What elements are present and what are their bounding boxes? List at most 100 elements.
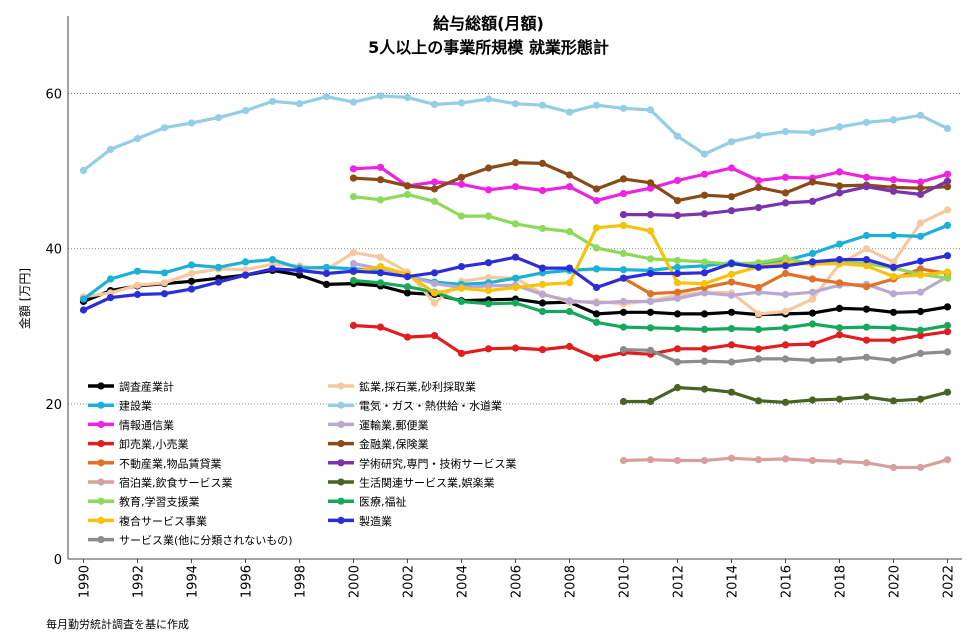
data-point — [592, 318, 601, 326]
data-point — [754, 355, 763, 363]
data-point — [781, 262, 790, 270]
data-point — [376, 253, 385, 261]
data-point — [700, 170, 709, 178]
data-point — [646, 297, 655, 306]
legend-marker — [97, 440, 105, 448]
data-point — [322, 93, 331, 101]
data-point — [619, 297, 628, 306]
data-point — [943, 321, 952, 330]
data-point — [511, 159, 520, 167]
data-point — [835, 123, 844, 131]
data-point — [889, 116, 898, 124]
data-point — [511, 283, 520, 292]
legend-label: 情報通信業 — [119, 419, 174, 432]
data-point — [268, 97, 277, 105]
data-point — [916, 219, 925, 227]
data-point — [754, 204, 763, 212]
data-point — [808, 275, 817, 283]
data-point — [754, 176, 763, 185]
data-point — [943, 348, 952, 356]
data-point — [700, 210, 709, 218]
data-point — [781, 173, 790, 181]
data-point — [511, 274, 520, 282]
data-point — [511, 183, 520, 191]
data-point — [619, 190, 628, 198]
data-point — [754, 456, 763, 464]
legend-marker — [97, 478, 105, 486]
data-point — [619, 221, 628, 229]
data-point — [943, 183, 952, 191]
data-point — [781, 355, 790, 363]
data-point — [862, 393, 871, 401]
data-point — [484, 273, 493, 281]
legend-label: 生活関連サービス業,娯楽業 — [359, 476, 495, 490]
data-point — [673, 132, 682, 140]
data-point — [619, 346, 628, 354]
x-tick-label: 1996 — [240, 565, 255, 598]
data-point — [673, 211, 682, 219]
data-point — [727, 138, 736, 146]
data-point — [700, 269, 709, 277]
data-point — [484, 95, 493, 103]
legend-label: 鉱業,採石業,砂利採取業 — [359, 380, 476, 394]
data-point — [457, 263, 466, 271]
legend-label: 運輸業,郵便業 — [359, 418, 429, 432]
data-point — [538, 224, 547, 233]
data-point — [889, 290, 898, 298]
data-point — [349, 174, 358, 182]
data-point — [889, 187, 898, 195]
data-point — [889, 324, 898, 332]
x-tick-label: 2006 — [510, 565, 525, 598]
data-point — [403, 283, 412, 291]
data-point — [376, 92, 385, 100]
data-point — [781, 189, 790, 197]
data-point — [943, 124, 952, 133]
legend-marker — [97, 497, 105, 505]
source-note: 毎月勤労統計調査を基に作成 — [46, 618, 189, 631]
data-point — [808, 128, 817, 136]
data-point — [808, 288, 817, 296]
data-point — [781, 341, 790, 349]
data-point — [457, 284, 466, 292]
data-point — [565, 228, 574, 236]
x-tick-label: 2018 — [834, 565, 849, 598]
data-point — [592, 310, 601, 318]
data-point — [781, 269, 790, 278]
data-point — [835, 256, 844, 264]
legend-label: 卸売業,小売業 — [119, 437, 189, 451]
data-point — [808, 309, 817, 317]
data-point — [565, 297, 574, 305]
data-point — [916, 463, 925, 472]
data-point — [511, 344, 520, 352]
data-point — [889, 336, 898, 344]
data-point — [565, 279, 574, 287]
data-point — [862, 353, 871, 361]
data-point — [187, 119, 196, 127]
data-point — [781, 398, 790, 406]
data-point — [727, 341, 736, 349]
data-point — [241, 271, 250, 279]
data-point — [700, 345, 709, 353]
x-tick-label: 2010 — [618, 565, 633, 598]
data-point — [673, 384, 682, 392]
data-point — [862, 459, 871, 467]
data-point — [673, 176, 682, 185]
y-tick-label: 60 — [45, 88, 62, 103]
data-point — [808, 178, 817, 186]
legend-label: 医療,福祉 — [359, 495, 407, 509]
legend-marker — [337, 440, 345, 448]
data-point — [457, 180, 466, 188]
legend-marker — [337, 382, 345, 390]
data-point — [943, 252, 952, 260]
data-point — [241, 266, 250, 274]
data-point — [835, 182, 844, 190]
data-point — [268, 265, 277, 273]
data-point — [592, 299, 601, 307]
data-point — [322, 269, 331, 278]
data-point — [727, 278, 736, 286]
data-point — [592, 197, 601, 205]
data-point — [133, 281, 142, 289]
data-point — [916, 232, 925, 240]
legend-label: 複合サービス事業 — [119, 514, 207, 528]
data-point — [322, 263, 331, 271]
